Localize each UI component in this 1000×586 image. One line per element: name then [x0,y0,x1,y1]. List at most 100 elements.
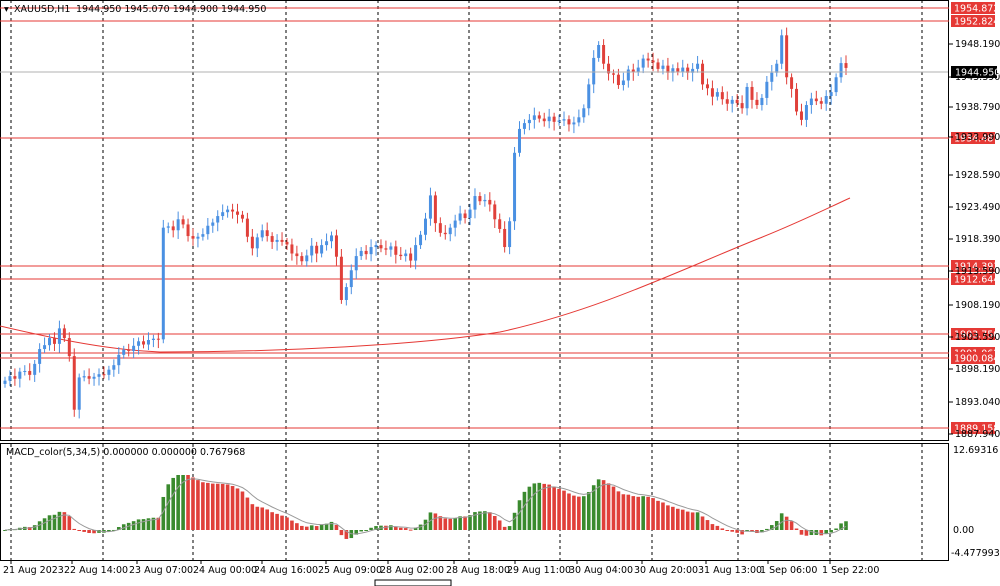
time-axis-label: 1 Sep 06:00 [760,565,817,576]
price-axis[interactable]: 1948.1901943.3901938.7901933.9901928.590… [949,39,1000,440]
candle-body [735,99,739,104]
candle-body [844,63,848,68]
candle-body [72,356,76,410]
candle-body [542,118,546,122]
macd-bar [161,496,166,530]
candle-body [52,338,56,344]
candle-body [701,63,705,85]
macd-bar [507,526,512,530]
macd-bar [690,512,695,530]
macd-bar [527,486,532,530]
level-tag-box [951,132,995,144]
candle-body [151,338,155,340]
candle-body [804,105,808,120]
candle-body [517,128,521,153]
macd-bar [77,530,82,531]
candle-body [577,117,581,123]
macd-bar [166,484,171,530]
chart-collapse-icon[interactable]: ▾ [4,4,9,15]
candle-body [87,376,91,379]
macd-bar [468,515,472,530]
time-axis-label: 24 Aug 00:00 [193,565,257,576]
macd-bar [829,530,833,533]
candle-body [513,152,517,222]
price-panel[interactable] [0,0,949,441]
candle-body [137,341,141,346]
candle-body [146,339,150,345]
bottom-scrollbar[interactable] [374,579,452,586]
macd-bar [745,530,749,532]
macd-histogram [3,475,848,539]
candle-body [715,92,719,97]
candle-body [453,220,457,228]
candle-body [646,58,650,61]
price-axis-label: 1938.790 [955,102,1000,113]
level-tag: 1914.393 [954,262,999,273]
candle-body [592,57,596,85]
macd-bar [646,496,650,530]
candle-body [547,116,551,122]
candle-body [43,345,47,350]
candle-body [780,35,784,64]
macd-bar [616,491,621,530]
macd-bar [37,521,42,530]
macd-bar [636,496,641,530]
candle-body [433,195,437,224]
candle-body [57,328,61,344]
candle-body [488,199,492,205]
macd-bar [641,496,645,530]
candle-body [265,230,269,237]
horizontal-levels[interactable]: 1954.872 1952.824 1934.487 1914.393 1912.644… [0,2,999,435]
candle-body [710,88,714,97]
candle-body [819,101,823,104]
macd-bar [339,530,344,536]
time-axis[interactable]: 21 Aug 2023 22 Aug 14:00 23 Aug 07:00 24 Au… [3,560,879,576]
candle-body [92,376,96,379]
candle-body [364,250,368,255]
macd-bar [809,530,814,536]
macd-bar [245,497,250,530]
candle-body [231,209,235,212]
candle-body [315,245,319,254]
macd-bar [582,496,586,530]
candle-body [275,239,279,242]
macd-bar [250,504,255,530]
macd-bar [324,523,329,530]
candlesticks [3,27,848,419]
candle-body [671,68,675,73]
candle-body [325,241,329,246]
macd-panel[interactable] [0,443,949,561]
candle-body [122,349,126,355]
macd-bar [789,521,794,530]
candle-body [374,245,378,248]
candle-body [498,219,502,229]
macd-bar [438,516,443,530]
macd-bar [695,512,700,530]
macd-bar [676,508,680,530]
time-axis-label: 23 Aug 07:00 [129,565,193,576]
macd-bar [52,514,57,530]
macd-bar [141,519,146,530]
macd-bar [532,483,537,530]
candle-body [829,92,833,96]
level-tag: 1912.644 [954,275,999,286]
candle-body [463,213,467,218]
candle-body [730,99,734,104]
macd-bar [774,521,779,530]
candle-body [156,338,160,340]
level-tag: 1900.084 [954,354,999,365]
macd-bar [502,526,507,530]
candle-body [775,63,779,73]
candle-body [785,35,789,78]
macd-bar [537,482,542,530]
macd-bar [680,509,685,530]
macd-bar [196,480,200,530]
candle-body [562,119,566,121]
time-axis-label: 28 Aug 02:00 [380,565,444,576]
macd-bar [591,485,596,530]
macd-bar [458,516,462,530]
candle-body [221,212,225,217]
candle-body [493,204,497,220]
macd-bar [844,521,848,530]
